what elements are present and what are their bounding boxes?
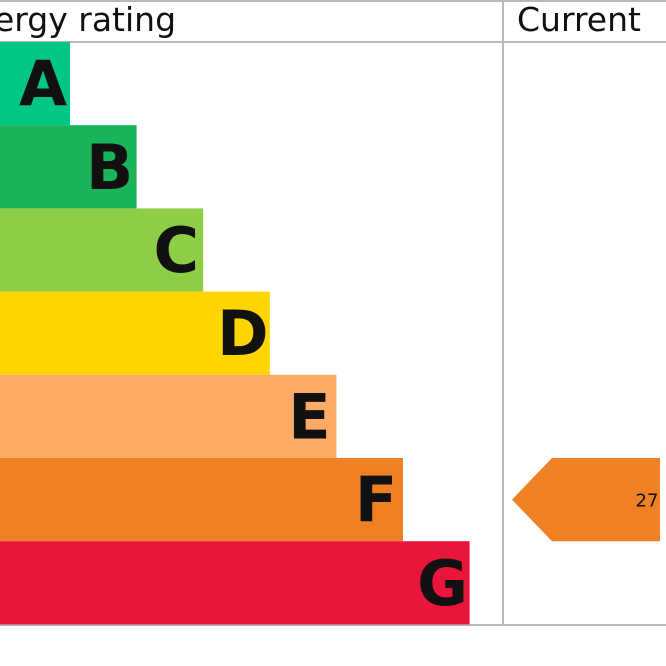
band-e-label: E [288,380,330,453]
band-b-bar [0,125,137,209]
band-c-label: C [153,214,199,287]
band-d-bar [0,291,270,375]
band-a: A [0,42,70,126]
band-f: F [0,458,403,542]
band-e: E [0,374,337,458]
band-b-label: B [86,131,133,204]
band-g: G [0,541,470,625]
band-a-bar [0,42,70,126]
current-rating-value: 27 [636,491,659,512]
band-g-bar [0,541,470,625]
current-rating-indicator: 27 [512,458,660,542]
band-b: B [0,125,137,209]
band-a-label: A [19,48,67,121]
band-c-bar [0,208,204,292]
band-d: D [0,291,270,375]
energy-rating-header: ergy rating [0,0,176,39]
current-rating-arrow [512,458,660,542]
band-f-label: F [355,464,397,537]
band-c: C [0,208,204,292]
current-column-header: Current [517,0,641,39]
band-f-bar [0,458,403,542]
band-g-label: G [417,547,468,620]
chart-frame [0,0,666,626]
band-d-label: D [217,297,268,370]
band-e-bar [0,374,337,458]
